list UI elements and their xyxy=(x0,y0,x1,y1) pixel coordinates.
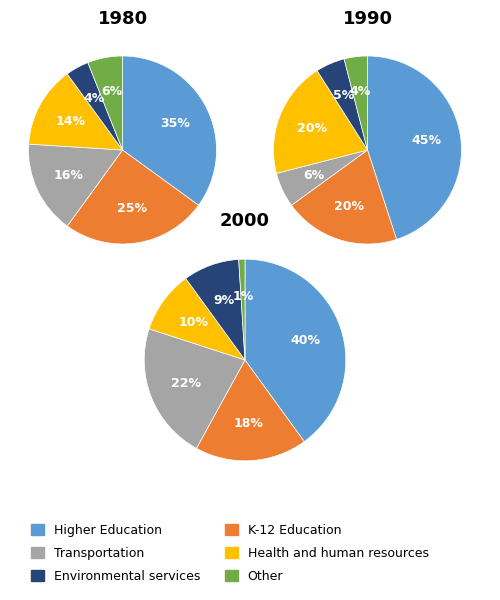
Text: 6%: 6% xyxy=(101,85,122,98)
Text: 5%: 5% xyxy=(334,89,354,102)
Wedge shape xyxy=(186,259,245,360)
Text: 45%: 45% xyxy=(411,134,441,147)
Wedge shape xyxy=(88,56,122,150)
Wedge shape xyxy=(317,59,368,150)
Text: 10%: 10% xyxy=(178,316,208,329)
Text: 18%: 18% xyxy=(234,417,264,430)
Wedge shape xyxy=(292,150,397,244)
Legend: Higher Education, Transportation, Environmental services, K-12 Education, Health: Higher Education, Transportation, Enviro… xyxy=(26,519,434,588)
Wedge shape xyxy=(67,62,122,150)
Text: 20%: 20% xyxy=(298,122,328,134)
Wedge shape xyxy=(344,56,368,150)
Wedge shape xyxy=(276,150,368,205)
Wedge shape xyxy=(274,71,368,173)
Wedge shape xyxy=(28,144,122,226)
Title: 1980: 1980 xyxy=(98,10,148,28)
Text: 1%: 1% xyxy=(232,290,254,303)
Text: 4%: 4% xyxy=(350,85,370,98)
Text: 35%: 35% xyxy=(160,116,190,130)
Text: 9%: 9% xyxy=(213,294,234,307)
Wedge shape xyxy=(196,360,304,461)
Text: 20%: 20% xyxy=(334,200,364,213)
Wedge shape xyxy=(238,259,245,360)
Text: 22%: 22% xyxy=(171,377,201,390)
Title: 1990: 1990 xyxy=(342,10,392,28)
Text: 6%: 6% xyxy=(304,169,324,182)
Text: 40%: 40% xyxy=(290,334,320,347)
Wedge shape xyxy=(368,56,462,239)
Text: 16%: 16% xyxy=(54,169,84,182)
Wedge shape xyxy=(67,150,198,244)
Wedge shape xyxy=(149,278,245,360)
Wedge shape xyxy=(245,259,346,442)
Text: 4%: 4% xyxy=(84,92,104,104)
Wedge shape xyxy=(144,329,245,448)
Text: 25%: 25% xyxy=(117,202,147,215)
Wedge shape xyxy=(122,56,216,205)
Title: 2000: 2000 xyxy=(220,212,270,230)
Wedge shape xyxy=(28,74,122,150)
Text: 14%: 14% xyxy=(56,115,86,128)
